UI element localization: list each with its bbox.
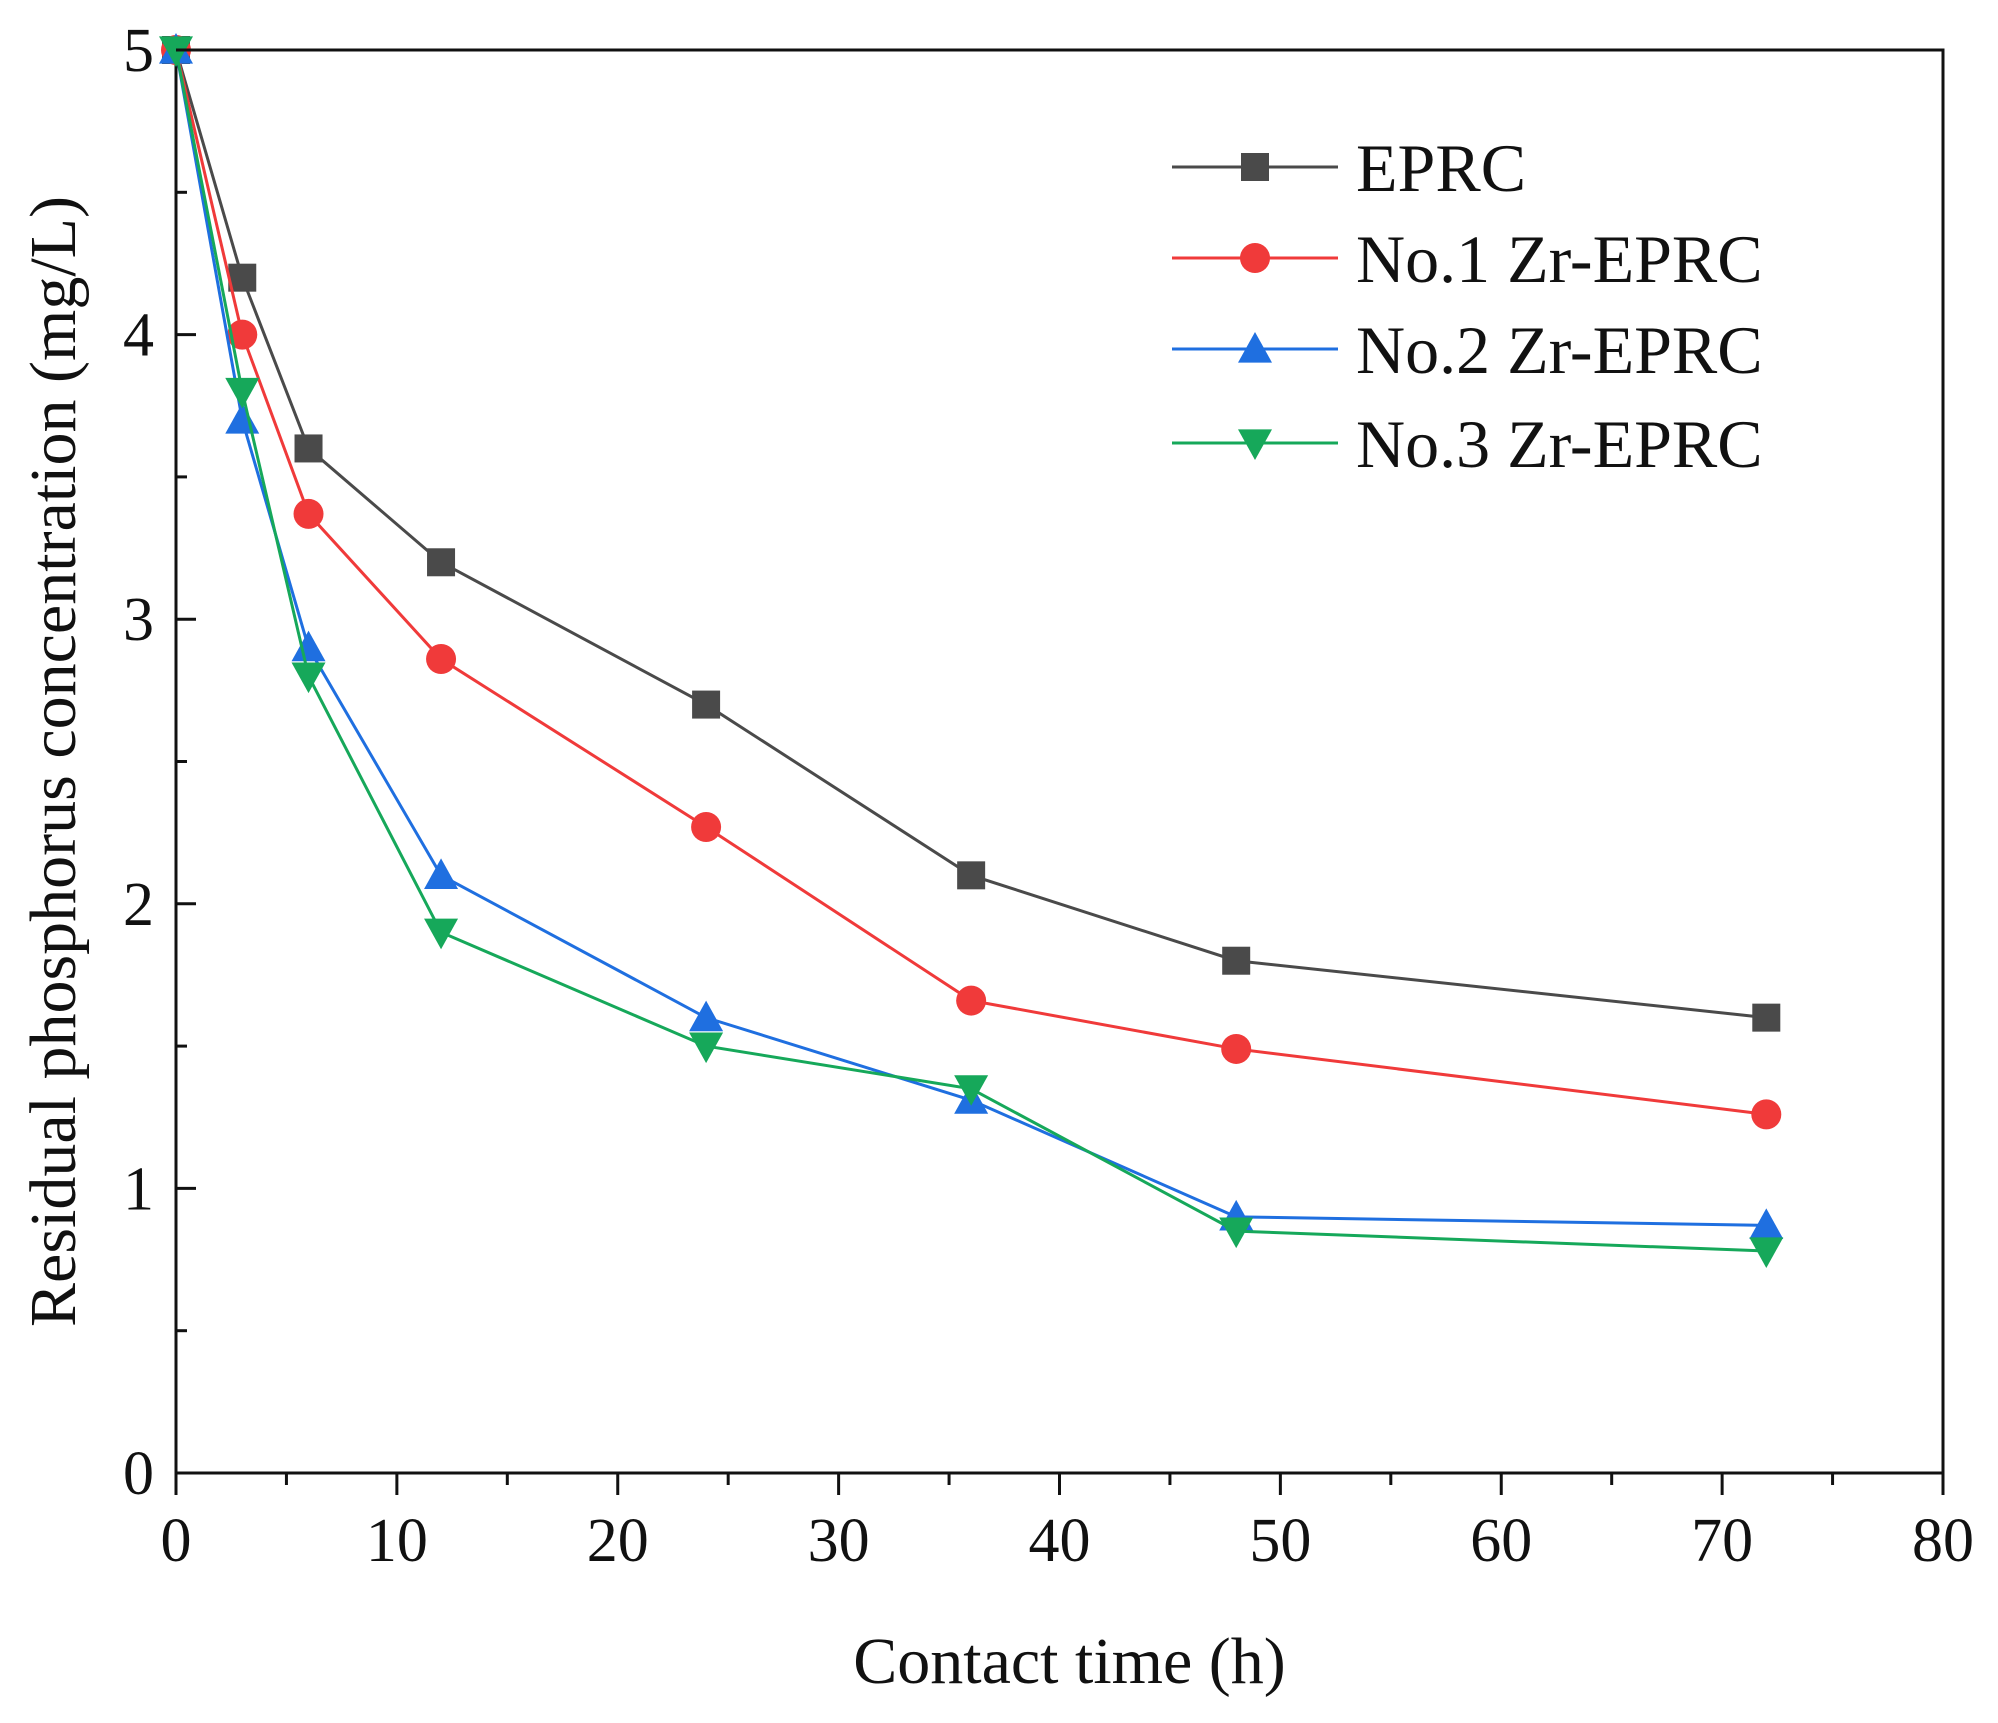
y-tick-label: 0	[123, 1440, 154, 1508]
data-point	[691, 811, 722, 842]
x-axis-title: Contact time (h)	[853, 1625, 1286, 1698]
legend-marker	[1240, 243, 1270, 273]
y-tick-label: 1	[123, 1155, 154, 1223]
legend-marker	[1238, 332, 1272, 363]
data-point	[427, 548, 456, 577]
series-line	[174, 49, 1767, 1020]
data-point	[294, 434, 323, 463]
series-4	[159, 36, 1784, 1269]
series-layer	[159, 33, 1784, 1269]
series-line	[174, 49, 1767, 1116]
legend-entry: No.1 Zr-EPRC	[1172, 221, 1763, 297]
x-tick-label: 50	[1249, 1507, 1311, 1575]
y-axis-title: Residual phosphorus concentration (mg/L)	[17, 196, 90, 1327]
x-tick-label: 0	[161, 1507, 192, 1575]
data-point	[1749, 1208, 1784, 1239]
legend-entry: No.2 Zr-EPRC	[1172, 312, 1763, 388]
x-tick-label: 60	[1470, 1507, 1532, 1575]
data-point	[957, 861, 986, 890]
legend-marker	[1241, 153, 1269, 181]
data-point	[159, 36, 193, 67]
data-point	[293, 498, 324, 529]
data-point	[956, 985, 987, 1016]
data-point	[1222, 946, 1251, 975]
data-point	[291, 662, 326, 694]
data-point	[1752, 1003, 1781, 1032]
data-point	[291, 630, 326, 662]
legend-label: No.1 Zr-EPRC	[1356, 221, 1763, 297]
data-point	[692, 690, 721, 719]
data-point	[426, 644, 457, 675]
y-tick-label: 2	[123, 871, 154, 939]
series-1	[162, 36, 1781, 1032]
legend-label: EPRC	[1356, 130, 1526, 206]
x-tick-label: 80	[1912, 1507, 1974, 1575]
legend-label: No.2 Zr-EPRC	[1356, 312, 1763, 388]
series-2	[161, 35, 1782, 1130]
data-point	[1751, 1099, 1782, 1130]
x-tick-label: 10	[366, 1507, 428, 1575]
x-tick-label: 20	[587, 1507, 649, 1575]
data-point	[1221, 1033, 1252, 1064]
data-point	[689, 1000, 724, 1032]
data-point	[954, 1075, 989, 1106]
data-point	[1749, 1237, 1784, 1269]
legend-marker	[1238, 429, 1272, 460]
data-point	[424, 858, 459, 889]
series-line	[174, 49, 1767, 1253]
legend-entry: EPRC	[1172, 130, 1526, 206]
y-tick-label: 5	[123, 17, 154, 85]
data-point	[424, 918, 459, 950]
x-tick-label: 70	[1691, 1507, 1753, 1575]
data-point	[1219, 1217, 1254, 1249]
axes: 0 10 20 30 40 50 60 70 80 0 1 2 3 4 5 Contact time (h) R…	[17, 17, 1974, 1698]
data-point	[225, 377, 260, 409]
data-point	[228, 263, 257, 292]
series-line	[174, 49, 1767, 1227]
y-tick-label: 3	[123, 586, 154, 654]
x-tick-label: 40	[1029, 1507, 1091, 1575]
legend-label: No.3 Zr-EPRC	[1356, 406, 1763, 482]
y-tick-label: 4	[123, 302, 154, 370]
x-tick-label: 30	[808, 1507, 870, 1575]
series-3	[159, 33, 1784, 1239]
legend-entry: No.3 Zr-EPRC	[1172, 406, 1763, 482]
legend: EPRC No.1 Zr-EPRC No.2 Zr-EPRC No.3 Zr-EPRC	[1172, 130, 1763, 482]
data-point	[689, 1032, 724, 1064]
data-point	[227, 319, 258, 350]
